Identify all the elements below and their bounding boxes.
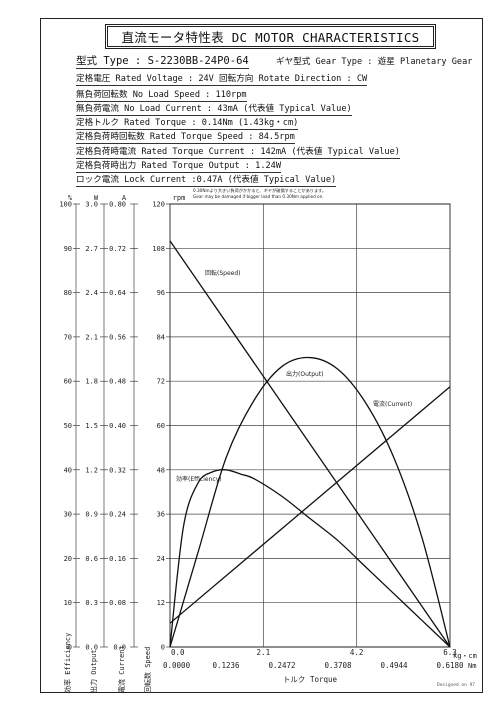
y-tick-label: 50 (64, 422, 72, 430)
spec-lock-current: ロック電流 Lock Current :0.47A (代表値 Typical V… (76, 175, 337, 187)
y-tick-label: 0.56 (109, 333, 126, 341)
x-lower-tick-label: 0.4944 (380, 661, 408, 670)
spec-rated-voltage: 定格電圧 Rated Voltage : 24V 回転方向 Rotate Dir… (76, 74, 368, 86)
y-unit-label: A (122, 194, 127, 202)
x-upper-unit: kg・cm (453, 652, 477, 660)
x-upper-tick-label: 0.0 (171, 648, 185, 657)
y-tick-label: 84 (157, 333, 165, 341)
y-tick-label: 0.40 (109, 422, 126, 430)
y-tick-label: 80 (64, 289, 72, 297)
y-tick-label: 0.72 (109, 245, 126, 253)
series-speed-curve (169, 240, 451, 648)
spec-rated-torque-current: 定格負荷時電流 Rated Torque Current : 142mA (代表… (76, 147, 400, 159)
y-tick-label: 0.6 (85, 555, 98, 563)
spec-no-load-speed: 無負荷回転数 No Load Speed : 110rpm (76, 90, 247, 102)
x-lower-tick-label: 0.6180 (436, 661, 464, 670)
y-tick-label: 0 (68, 644, 72, 652)
y-tick-label: 120 (152, 201, 165, 209)
y-tick-label: 2.4 (85, 289, 98, 297)
y-axis-label: 出力 Output (89, 649, 98, 693)
y-tick-label: 100 (59, 201, 72, 209)
y-tick-label: 90 (64, 245, 72, 253)
y-tick-label: 48 (157, 466, 165, 474)
y-tick-label: 0.16 (109, 555, 126, 563)
y-tick-label: 10 (64, 599, 72, 607)
x-lower-tick-label: 0.2472 (268, 661, 295, 670)
axes-layer: 0.0 2.1 4.2 6.3kg・cm0.0000 0.1236 0.2472 0.370… (59, 194, 477, 693)
signature: Designed on 97 (437, 683, 475, 688)
y-tick-label: 70 (64, 333, 72, 341)
spec-rated-torque: 定格トルク Rated Torque : 0.14Nm (1.43kg・cm) (76, 118, 299, 130)
y-tick-label: 12 (157, 599, 165, 607)
spec-rated-torque-speed: 定格負荷時回転数 Rated Torque Speed : 84.5rpm (76, 132, 295, 144)
y-unit-label: rpm (173, 194, 186, 202)
y-unit-label: % (68, 194, 73, 202)
series-output-curve (169, 356, 451, 648)
series-efficiency-curve (169, 469, 451, 648)
y-tick-label: 24 (157, 555, 165, 563)
series-layer (169, 240, 451, 648)
y-tick-label: 108 (152, 245, 165, 253)
y-tick-label: 60 (64, 378, 72, 386)
series-output-label: 出力(Output) (286, 370, 324, 378)
y-tick-label: 0.9 (85, 511, 98, 519)
y-tick-label: 36 (157, 511, 165, 519)
spec-no-load-current: 無負荷電流 No Load Current : 43mA (代表値 Typica… (76, 104, 352, 116)
spec-gear: ギヤ型式 Gear Type : 遊星 Planetary Gear (276, 57, 473, 67)
warning-note-jp: 0.30Nmより大きい負荷がかかると、ギヤが破損することがあります。 (193, 187, 326, 194)
y-unit-label: W (94, 194, 99, 202)
x-lower-tick-label: 0.0000 (163, 661, 191, 670)
y-tick-label: 0.0 (113, 644, 126, 652)
y-tick-label: 2.7 (85, 245, 98, 253)
x-lower-tick-label: 0.1236 (212, 661, 240, 670)
chart-frame (40, 18, 483, 693)
y-tick-label: 1.2 (85, 466, 98, 474)
series-efficiency-label: 効率(Efficiency) (176, 475, 222, 483)
y-tick-label: 0.32 (109, 466, 126, 474)
y-tick-label: 0.0 (85, 644, 98, 652)
y-tick-label: 0.64 (109, 289, 126, 297)
y-tick-label: 0.08 (109, 599, 126, 607)
y-tick-label: 1.8 (85, 378, 98, 386)
spec-rated-torque-output: 定格負荷時出力 Rated Torque Output : 1.24W (76, 161, 282, 173)
x-lower-unit: Nm (468, 662, 476, 670)
y-tick-label: 0.80 (109, 201, 126, 209)
y-tick-label: 3.0 (85, 201, 98, 209)
x-upper-tick-label: 4.2 (350, 648, 364, 657)
y-tick-label: 0 (161, 644, 165, 652)
y-tick-label: 96 (157, 289, 165, 297)
y-axis-label: 回転数 Speed (143, 647, 152, 693)
y-tick-label: 0.3 (85, 599, 98, 607)
y-tick-label: 0.48 (109, 378, 126, 386)
series-current-curve (169, 386, 451, 624)
y-tick-label: 2.1 (85, 333, 98, 341)
y-tick-label: 60 (157, 422, 165, 430)
x-lower-tick-label: 0.3708 (324, 661, 352, 670)
series-speed-label: 回転(Speed) (205, 269, 241, 277)
x-upper-tick-label: 2.1 (257, 648, 271, 657)
y-axis-label: 電流 Current (117, 645, 126, 693)
series-current-label: 電流(Current) (373, 400, 412, 408)
y-tick-label: 0.24 (109, 511, 126, 519)
y-tick-label: 30 (64, 511, 72, 519)
warning-note-en: Gear may be damaged if bigger load than … (193, 194, 324, 199)
y-tick-label: 40 (64, 466, 72, 474)
spec-model: 型式 Type : S-2230BB-24P0-64 (76, 55, 249, 69)
y-tick-label: 1.5 (85, 422, 98, 430)
x-axis-label: トルク Torque (283, 675, 338, 684)
y-tick-label: 20 (64, 555, 72, 563)
page-title: 直流モータ特性表 DC MOTOR CHARACTERISTICS (105, 24, 436, 49)
y-axis-label: 効率 Efficiency (63, 633, 72, 693)
x-upper-tick-label: 6.3 (443, 648, 457, 657)
labels-layer: 回転(Speed) 電流(Current) 出力(Output) 効率(Efficie… (176, 269, 412, 483)
y-tick-label: 72 (157, 378, 165, 386)
